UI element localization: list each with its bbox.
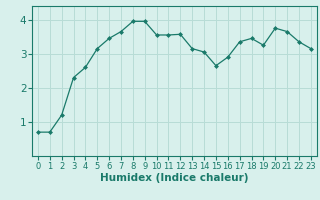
X-axis label: Humidex (Indice chaleur): Humidex (Indice chaleur) [100, 173, 249, 183]
